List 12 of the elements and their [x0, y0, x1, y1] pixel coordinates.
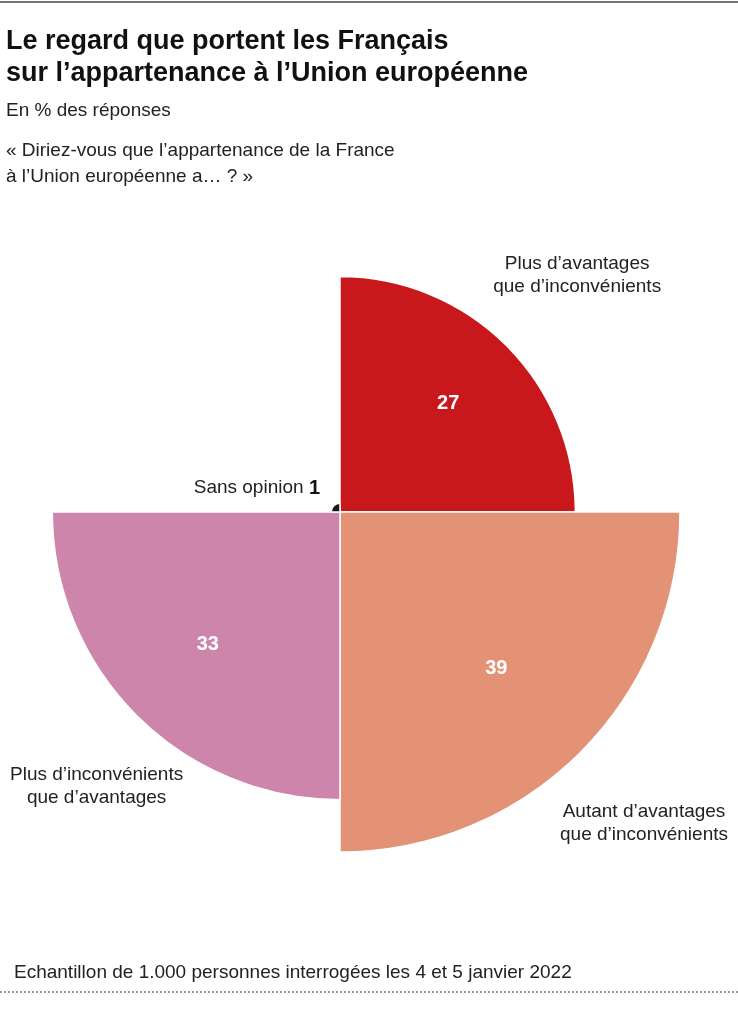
data-label: 33 — [196, 631, 219, 654]
category-label: Sans opinion — [193, 476, 309, 498]
data-label: 39 — [485, 655, 508, 678]
text: « Diriez-vous que l’appartenance de la France à l’Union européenne a… ? » — [6, 138, 396, 188]
text: Echantillon de 1.000 personnes interrogées les 4 et 5 janvier 2022 — [14, 960, 572, 984]
data-label: 27 — [437, 391, 460, 414]
data-label: 1 — [308, 475, 320, 498]
category-label: Autant d’avantages que d’inconvénients — [560, 799, 729, 844]
category-label: Plus d’avantages que d’inconvénients — [493, 251, 662, 296]
category-label: Plus d’inconvénients que d’avantages — [10, 762, 184, 807]
text: En % des réponses — [6, 98, 171, 122]
text: Le regard que portent les Français sur l’appartenance à l’Union européenne — [6, 24, 530, 88]
